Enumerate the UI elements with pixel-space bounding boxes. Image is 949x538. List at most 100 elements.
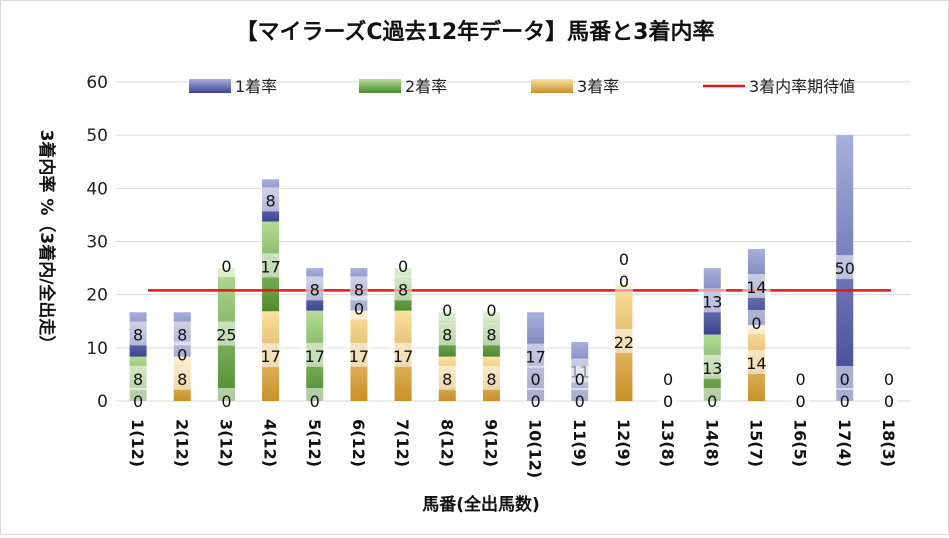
data-label: 0 — [663, 392, 673, 411]
x-tick-label: 18(3) — [879, 419, 898, 467]
data-label-bg — [129, 321, 148, 346]
data-label: 13 — [702, 359, 722, 378]
chart-title: 【マイラーズC過去12年データ】馬番と3着内率 — [236, 19, 715, 45]
data-label: 8 — [486, 370, 496, 389]
x-tick-label: 10(12) — [526, 419, 545, 478]
data-label-bg — [129, 388, 148, 412]
data-label-bg — [394, 253, 413, 278]
y-tick-label: 0 — [97, 392, 108, 412]
x-tick-label: 12(9) — [614, 419, 633, 467]
x-tick-label: 13(8) — [658, 419, 677, 467]
data-label-bg — [344, 342, 373, 367]
data-label-bg — [742, 273, 771, 298]
legend-label: 3着内率期待値 — [749, 77, 855, 96]
legend-swatch-2 — [359, 79, 401, 93]
x-tick-label: 15(7) — [746, 419, 765, 467]
data-label-bg — [659, 366, 678, 390]
y-tick-label: 30 — [86, 233, 108, 253]
data-label-bg — [438, 321, 457, 346]
data-label: 0 — [884, 370, 894, 389]
data-label-bg — [438, 365, 457, 390]
data-label: 0 — [707, 392, 717, 411]
data-label-bg — [570, 366, 589, 390]
data-label-bg — [173, 321, 192, 346]
y-tick-label: 40 — [86, 179, 108, 199]
data-label-bg — [173, 365, 192, 390]
data-label: 0 — [840, 392, 850, 411]
data-label-bg — [349, 276, 368, 301]
legend-label: 2着率 — [405, 77, 447, 96]
data-label: 14 — [746, 354, 766, 373]
data-label: 0 — [795, 370, 805, 389]
data-label-bg — [212, 321, 241, 346]
data-label-bg — [173, 341, 192, 366]
data-label-bg — [879, 388, 898, 412]
data-label-bg — [217, 253, 236, 278]
data-label: 0 — [221, 257, 231, 276]
data-label-bg — [217, 388, 236, 412]
data-label: 14 — [746, 278, 766, 297]
data-label: 0 — [619, 272, 629, 291]
data-label-bg — [698, 288, 727, 313]
data-label: 0 — [840, 370, 850, 389]
x-tick-label: 5(12) — [305, 419, 324, 467]
data-label-bg — [742, 349, 771, 374]
data-label: 17 — [525, 348, 545, 367]
x-tick-label: 17(4) — [835, 419, 854, 467]
data-label: 0 — [575, 392, 585, 411]
data-label-bg — [394, 276, 413, 301]
data-label-bg — [526, 388, 545, 412]
data-label: 50 — [835, 259, 855, 278]
data-labels: 8808802500171781780178017808808801700110… — [129, 187, 898, 412]
data-label-bg — [305, 276, 324, 301]
x-tick-label: 6(12) — [349, 419, 368, 467]
data-label-bg — [261, 187, 280, 212]
x-tick-label: 1(12) — [128, 419, 147, 467]
data-label: 0 — [751, 314, 761, 333]
data-label-bg — [703, 388, 722, 412]
data-label: 8 — [133, 325, 143, 344]
legend-swatch-3 — [531, 79, 573, 93]
data-label-bg — [835, 366, 854, 390]
data-label-bg — [482, 321, 501, 346]
data-label: 17 — [305, 347, 325, 366]
data-label: 8 — [133, 370, 143, 389]
x-axis-title: 馬番(全出馬数) — [422, 494, 540, 515]
data-label: 0 — [884, 392, 894, 411]
data-label: 0 — [530, 370, 540, 389]
data-label: 0 — [442, 301, 452, 320]
data-label: 13 — [702, 292, 722, 311]
data-label: 8 — [486, 325, 496, 344]
data-label-bg — [438, 297, 457, 322]
data-label: 0 — [663, 370, 673, 389]
data-label-bg — [256, 253, 285, 278]
data-label-bg — [389, 342, 418, 367]
data-label-bg — [835, 388, 854, 412]
data-label: 8 — [177, 325, 187, 344]
data-label-bg — [482, 297, 501, 322]
data-label: 0 — [619, 250, 629, 269]
data-label: 8 — [442, 325, 452, 344]
y-tick-label: 60 — [86, 73, 108, 93]
data-label-bg — [698, 354, 727, 379]
x-tick-label: 4(12) — [261, 419, 280, 467]
data-label-bg — [305, 388, 324, 412]
data-label: 22 — [614, 333, 634, 352]
data-label: 8 — [354, 280, 364, 299]
data-label: 0 — [354, 300, 364, 319]
x-tick-label: 7(12) — [393, 419, 412, 467]
data-label: 0 — [310, 392, 320, 411]
data-label-bg — [482, 365, 501, 390]
x-tick-label: 9(12) — [481, 419, 500, 467]
data-label: 8 — [265, 191, 275, 210]
data-label: 0 — [575, 370, 585, 389]
data-label-bg — [747, 309, 766, 334]
x-tick-label: 3(12) — [216, 419, 235, 467]
y-tick-label: 10 — [86, 339, 108, 359]
legend-swatch-1 — [189, 79, 231, 93]
x-tick-label: 2(12) — [172, 419, 191, 467]
x-tick-label: 16(5) — [791, 419, 810, 467]
data-label: 8 — [398, 280, 408, 299]
